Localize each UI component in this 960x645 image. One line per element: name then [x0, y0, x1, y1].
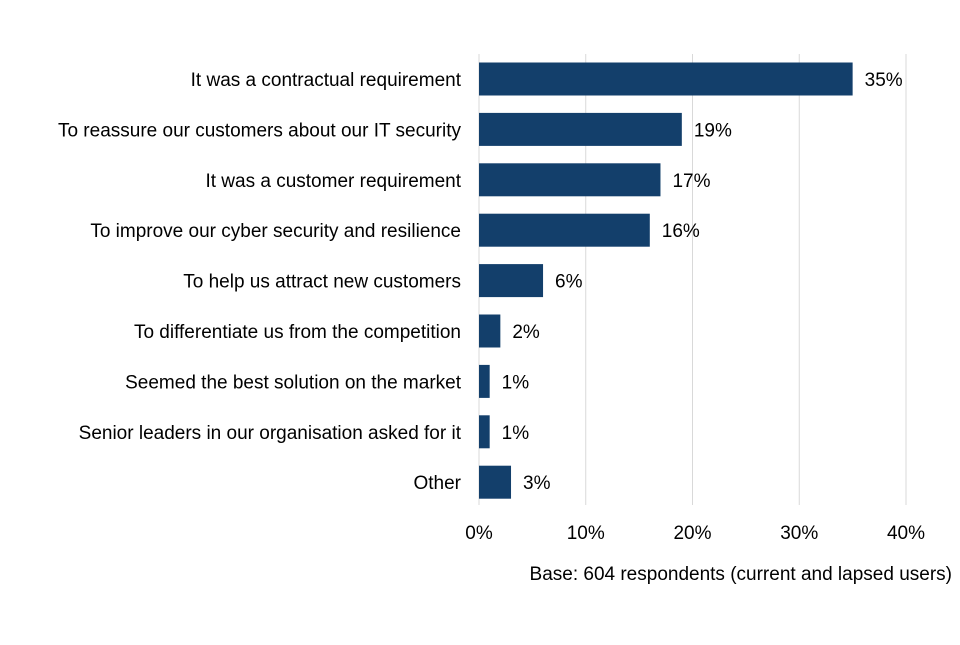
bar	[479, 62, 853, 96]
data-label: 2%	[512, 322, 540, 343]
category-label: It was a contractual requirement	[191, 70, 462, 91]
data-label: 1%	[502, 423, 530, 444]
bar	[479, 364, 490, 398]
category-label: To differentiate us from the competition	[134, 322, 461, 343]
x-tick-label: 40%	[887, 523, 925, 544]
category-label: To improve our cyber security and resili…	[90, 221, 461, 242]
category-labels: It was a contractual requirement To reass…	[58, 70, 462, 494]
bar	[479, 213, 650, 247]
category-label: To reassure our customers about our IT s…	[58, 120, 462, 141]
data-label: 35%	[865, 70, 903, 91]
bar	[479, 112, 682, 146]
x-tick-label: 20%	[673, 523, 711, 544]
bar	[479, 163, 661, 197]
bar	[479, 264, 544, 298]
bars	[479, 62, 853, 499]
x-tick-label: 0%	[465, 523, 493, 544]
x-axis-tick-labels: 0% 10% 20% 30% 40%	[465, 523, 925, 544]
base-note: Base: 604 respondents (current and lapse…	[530, 564, 952, 585]
value-labels: 35% 19% 17% 16% 6% 2% 1% 1% 3%	[502, 70, 903, 494]
category-label: Other	[413, 473, 461, 494]
bar	[479, 314, 501, 348]
category-label: To help us attract new customers	[183, 272, 461, 293]
bar	[479, 415, 490, 449]
category-label: Seemed the best solution on the market	[125, 372, 462, 393]
x-tick-label: 30%	[780, 523, 818, 544]
data-label: 19%	[694, 120, 732, 141]
bar	[479, 465, 512, 499]
data-label: 3%	[523, 473, 551, 494]
data-label: 17%	[672, 171, 710, 192]
x-tick-label: 10%	[567, 523, 605, 544]
category-label: It was a customer requirement	[205, 171, 461, 192]
category-label: Senior leaders in our organisation asked…	[79, 423, 462, 444]
data-label: 16%	[662, 221, 700, 242]
data-label: 1%	[502, 372, 530, 393]
data-label: 6%	[555, 272, 583, 293]
